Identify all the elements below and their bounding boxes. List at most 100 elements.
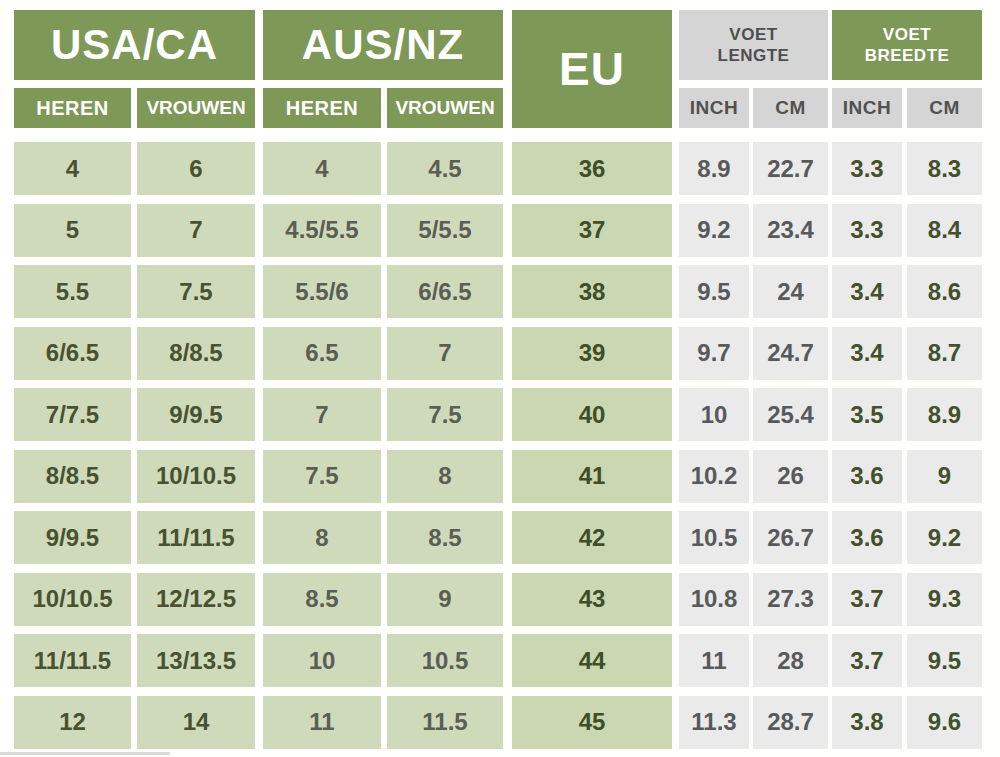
subheader-lengte-cm: CM bbox=[753, 88, 828, 128]
cell-usa-vrouwen: 10/10.5 bbox=[137, 450, 255, 503]
cell-breedte-cm: 9.5 bbox=[907, 634, 982, 687]
cell-aus-vrouwen: 8 bbox=[387, 450, 503, 503]
cell-usa-vrouwen: 6 bbox=[137, 142, 255, 195]
cell-lengte-inch: 10.2 bbox=[679, 450, 749, 503]
cell-usa-vrouwen: 14 bbox=[137, 696, 255, 749]
cell-eu: 41 bbox=[512, 450, 672, 503]
cell-lengte-inch: 10.5 bbox=[679, 511, 749, 564]
cell-lengte-inch: 9.7 bbox=[679, 327, 749, 380]
cell-breedte-cm: 8.9 bbox=[907, 388, 982, 441]
cell-aus-vrouwen: 10.5 bbox=[387, 634, 503, 687]
cell-lengte-cm: 26 bbox=[753, 450, 828, 503]
cell-lengte-cm: 24.7 bbox=[753, 327, 828, 380]
cell-usa-heren: 7/7.5 bbox=[14, 388, 131, 441]
cell-usa-heren: 8/8.5 bbox=[14, 450, 131, 503]
cell-aus-heren: 5.5/6 bbox=[263, 265, 381, 318]
cell-aus-heren: 8 bbox=[263, 511, 381, 564]
cell-aus-vrouwen: 8.5 bbox=[387, 511, 503, 564]
cell-breedte-cm: 8.6 bbox=[907, 265, 982, 318]
cell-breedte-cm: 9.6 bbox=[907, 696, 982, 749]
cell-aus-vrouwen: 9 bbox=[387, 573, 503, 626]
cell-aus-vrouwen: 11.5 bbox=[387, 696, 503, 749]
cell-breedte-inch: 3.5 bbox=[832, 388, 902, 441]
cell-breedte-inch: 3.7 bbox=[832, 573, 902, 626]
subheader-aus-heren: HEREN bbox=[263, 88, 381, 128]
cell-lengte-cm: 27.3 bbox=[753, 573, 828, 626]
cell-usa-vrouwen: 9/9.5 bbox=[137, 388, 255, 441]
cell-breedte-inch: 3.6 bbox=[832, 511, 902, 564]
cell-aus-heren: 11 bbox=[263, 696, 381, 749]
cell-aus-heren: 7.5 bbox=[263, 450, 381, 503]
cell-lengte-inch: 11 bbox=[679, 634, 749, 687]
cell-usa-heren: 12 bbox=[14, 696, 131, 749]
cell-breedte-inch: 3.8 bbox=[832, 696, 902, 749]
cell-usa-vrouwen: 13/13.5 bbox=[137, 634, 255, 687]
cell-breedte-inch: 3.4 bbox=[832, 327, 902, 380]
cell-breedte-cm: 8.7 bbox=[907, 327, 982, 380]
cell-aus-vrouwen: 6/6.5 bbox=[387, 265, 503, 318]
cell-usa-heren: 9/9.5 bbox=[14, 511, 131, 564]
subheader-lengte-inch: INCH bbox=[679, 88, 749, 128]
cell-breedte-cm: 8.4 bbox=[907, 204, 982, 257]
cell-usa-heren: 11/11.5 bbox=[14, 634, 131, 687]
cell-lengte-inch: 11.3 bbox=[679, 696, 749, 749]
cell-lengte-inch: 8.9 bbox=[679, 142, 749, 195]
cell-lengte-cm: 26.7 bbox=[753, 511, 828, 564]
cell-usa-vrouwen: 7 bbox=[137, 204, 255, 257]
cell-lengte-cm: 24 bbox=[753, 265, 828, 318]
cell-breedte-cm: 9 bbox=[907, 450, 982, 503]
cell-eu: 38 bbox=[512, 265, 672, 318]
cell-lengte-cm: 28 bbox=[753, 634, 828, 687]
cell-eu: 39 bbox=[512, 327, 672, 380]
column-group-header-voet-lengte: VOET LENGTE bbox=[679, 10, 828, 80]
subheader-usa-heren: HEREN bbox=[14, 88, 131, 128]
column-group-header-aus-nz: AUS/NZ bbox=[263, 10, 503, 80]
cell-lengte-inch: 9.2 bbox=[679, 204, 749, 257]
cell-aus-heren: 7 bbox=[263, 388, 381, 441]
cell-breedte-cm: 8.3 bbox=[907, 142, 982, 195]
column-group-header-eu: EU bbox=[512, 10, 672, 128]
cell-lengte-cm: 25.4 bbox=[753, 388, 828, 441]
cell-aus-heren: 4.5/5.5 bbox=[263, 204, 381, 257]
cell-lengte-inch: 9.5 bbox=[679, 265, 749, 318]
cell-breedte-cm: 9.2 bbox=[907, 511, 982, 564]
cell-usa-vrouwen: 7.5 bbox=[137, 265, 255, 318]
cell-usa-heren: 10/10.5 bbox=[14, 573, 131, 626]
cell-lengte-inch: 10.8 bbox=[679, 573, 749, 626]
cell-aus-heren: 6.5 bbox=[263, 327, 381, 380]
cell-usa-heren: 5.5 bbox=[14, 265, 131, 318]
subheader-breedte-inch: INCH bbox=[832, 88, 902, 128]
cell-breedte-inch: 3.6 bbox=[832, 450, 902, 503]
cell-breedte-inch: 3.4 bbox=[832, 265, 902, 318]
cell-aus-vrouwen: 4.5 bbox=[387, 142, 503, 195]
cell-lengte-cm: 23.4 bbox=[753, 204, 828, 257]
size-conversion-table: USA/CA AUS/NZ EU VOET LENGTE VOET BREEDT… bbox=[0, 0, 1000, 757]
cell-aus-vrouwen: 5/5.5 bbox=[387, 204, 503, 257]
cell-usa-heren: 5 bbox=[14, 204, 131, 257]
cell-breedte-inch: 3.7 bbox=[832, 634, 902, 687]
cell-usa-vrouwen: 12/12.5 bbox=[137, 573, 255, 626]
cell-eu: 36 bbox=[512, 142, 672, 195]
cell-breedte-inch: 3.3 bbox=[832, 204, 902, 257]
cell-breedte-cm: 9.3 bbox=[907, 573, 982, 626]
subheader-aus-vrouwen: VROUWEN bbox=[387, 88, 503, 128]
cell-eu: 40 bbox=[512, 388, 672, 441]
cell-aus-vrouwen: 7 bbox=[387, 327, 503, 380]
cell-eu: 45 bbox=[512, 696, 672, 749]
cell-breedte-inch: 3.3 bbox=[832, 142, 902, 195]
subheader-usa-vrouwen: VROUWEN bbox=[137, 88, 255, 128]
cell-lengte-cm: 22.7 bbox=[753, 142, 828, 195]
cell-eu: 37 bbox=[512, 204, 672, 257]
cropped-row-edge bbox=[0, 752, 170, 755]
cell-lengte-cm: 28.7 bbox=[753, 696, 828, 749]
cell-eu: 43 bbox=[512, 573, 672, 626]
cell-aus-heren: 10 bbox=[263, 634, 381, 687]
column-group-header-voet-breedte: VOET BREEDTE bbox=[832, 10, 982, 80]
cell-aus-heren: 8.5 bbox=[263, 573, 381, 626]
cell-eu: 42 bbox=[512, 511, 672, 564]
cell-usa-heren: 4 bbox=[14, 142, 131, 195]
cell-eu: 44 bbox=[512, 634, 672, 687]
cell-usa-vrouwen: 11/11.5 bbox=[137, 511, 255, 564]
column-group-header-usa-ca: USA/CA bbox=[14, 10, 255, 80]
cell-usa-vrouwen: 8/8.5 bbox=[137, 327, 255, 380]
